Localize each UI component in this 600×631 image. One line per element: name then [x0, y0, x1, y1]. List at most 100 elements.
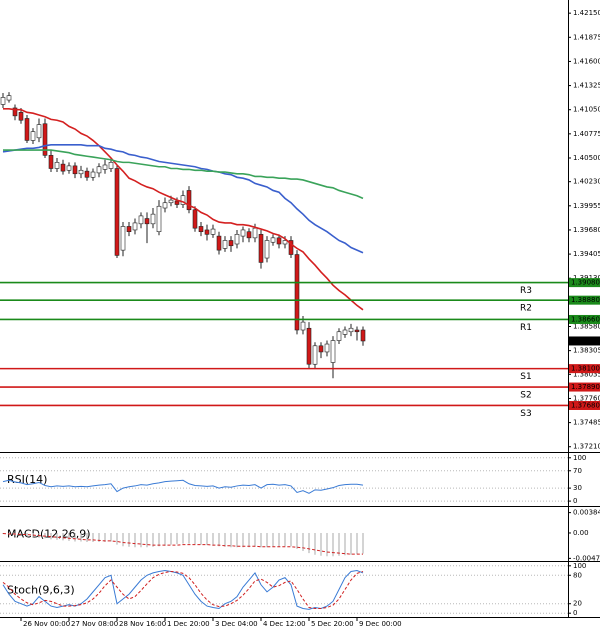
- candle-body: [18, 112, 24, 121]
- level-name: R2: [520, 304, 532, 314]
- last-price-label: 1.38415: [571, 337, 600, 345]
- candle-body: [180, 195, 186, 205]
- candle-body: [60, 163, 66, 172]
- x-tick-label: 9 Dec 00:00: [359, 620, 402, 628]
- level-tag: [569, 382, 600, 392]
- x-tick-label: 26 Nov 00:00: [23, 620, 70, 628]
- candle-body: [330, 340, 336, 363]
- x-tick-label: 5 Dec 20:00: [311, 620, 354, 628]
- candle-body: [324, 343, 330, 353]
- level-tag: [569, 314, 600, 324]
- candle-body: [216, 235, 222, 251]
- candle-body: [114, 168, 120, 256]
- y-tick-label: 1.39680: [573, 226, 600, 234]
- candle-body: [258, 234, 264, 263]
- candle-body: [336, 331, 342, 341]
- level-tag-label: 1.39080: [571, 279, 600, 287]
- level-tag-label: 1.38100: [571, 365, 600, 373]
- y-tick-label: 70: [573, 467, 582, 475]
- candle-body: [126, 226, 132, 233]
- candle-body: [246, 231, 252, 239]
- y-tick-label: 1.40775: [573, 130, 600, 138]
- candle-body: [6, 95, 12, 101]
- level-tag-label: 1.38660: [571, 315, 600, 323]
- level-tag: [569, 278, 600, 288]
- candle-body: [234, 234, 240, 245]
- candle-body: [66, 165, 72, 171]
- candle-body: [354, 329, 360, 333]
- level-tag: [569, 400, 600, 410]
- candle-body: [162, 202, 168, 209]
- candle-body: [288, 240, 294, 255]
- y-tick-label: 1.41875: [573, 33, 600, 41]
- candle-body: [156, 205, 162, 233]
- candle-body: [54, 162, 60, 169]
- y-tick-label: 1.37485: [573, 419, 600, 427]
- x-tick-label: 1 Dec 20:00: [167, 620, 210, 628]
- y-tick-label: 1.42150: [573, 9, 600, 17]
- y-tick-label: 0.003841: [573, 509, 600, 517]
- candle-body: [0, 97, 6, 105]
- candle-body: [102, 164, 108, 170]
- y-tick-label: 1.40500: [573, 154, 600, 162]
- y-tick-label: 100: [573, 562, 586, 570]
- level-name: S1: [520, 372, 531, 382]
- indicator-line: [2, 533, 363, 555]
- y-tick-label: 1.37760: [573, 394, 600, 402]
- candle-body: [228, 240, 234, 247]
- candle-body: [36, 124, 42, 139]
- y-tick-label: 20: [573, 600, 582, 608]
- y-tick-label: 1.39405: [573, 250, 600, 258]
- y-tick-label: 1.41325: [573, 82, 600, 90]
- y-tick-label: 1.41050: [573, 106, 600, 114]
- level-tag-label: 1.37680: [571, 401, 600, 409]
- y-tick-label: 80: [573, 571, 582, 579]
- level-name: R1: [520, 323, 532, 333]
- moving-average: [3, 108, 364, 311]
- candle-body: [312, 345, 318, 365]
- candle-body: [186, 190, 192, 211]
- candle-body: [306, 327, 312, 365]
- candle-body: [252, 227, 258, 239]
- level-tag-label: 1.38880: [571, 296, 600, 304]
- candle-body: [360, 329, 366, 342]
- y-tick-label: 0: [573, 609, 577, 617]
- y-tick-label: 1.39955: [573, 202, 600, 210]
- candle-body: [276, 237, 282, 245]
- candle-body: [78, 169, 84, 175]
- y-tick-label: 1.41600: [573, 57, 600, 65]
- candle-body: [282, 240, 288, 245]
- level-name: S2: [520, 391, 531, 401]
- x-tick-label: 27 Nov 08:00: [71, 620, 118, 628]
- y-tick-label: 1.38305: [573, 347, 600, 355]
- candle-body: [150, 213, 156, 225]
- candle-body: [294, 254, 300, 331]
- y-tick-label: 1.40230: [573, 178, 600, 186]
- last-price-tag: [569, 336, 600, 346]
- x-tick-label: 3 Dec 04:00: [215, 620, 258, 628]
- candle-body: [270, 237, 276, 243]
- indicator-line: [2, 570, 364, 610]
- y-tick-label: 1.38580: [573, 322, 600, 330]
- candle-body: [12, 107, 18, 117]
- level-name: R3: [520, 286, 532, 296]
- candle-body: [342, 329, 348, 335]
- candle-body: [42, 123, 48, 156]
- candle-body: [210, 228, 216, 235]
- y-tick-label: -0.004790: [573, 554, 600, 562]
- candle-body: [198, 226, 204, 233]
- candle-body: [120, 226, 126, 251]
- panel-title: Stoch(9,6,3): [7, 584, 75, 597]
- candle-body: [174, 200, 180, 205]
- y-tick-label: 1.38035: [573, 370, 600, 378]
- candle-body: [84, 170, 90, 178]
- y-tick-label: 0.00: [573, 529, 589, 537]
- panel-title: MACD(12,26,9): [7, 528, 91, 541]
- y-tick-label: 100: [573, 454, 586, 462]
- candle-body: [168, 199, 174, 204]
- candle-body: [132, 222, 138, 231]
- y-tick-label: 1.37210: [573, 443, 600, 451]
- indicator-line: [2, 479, 364, 494]
- candle-body: [204, 229, 210, 235]
